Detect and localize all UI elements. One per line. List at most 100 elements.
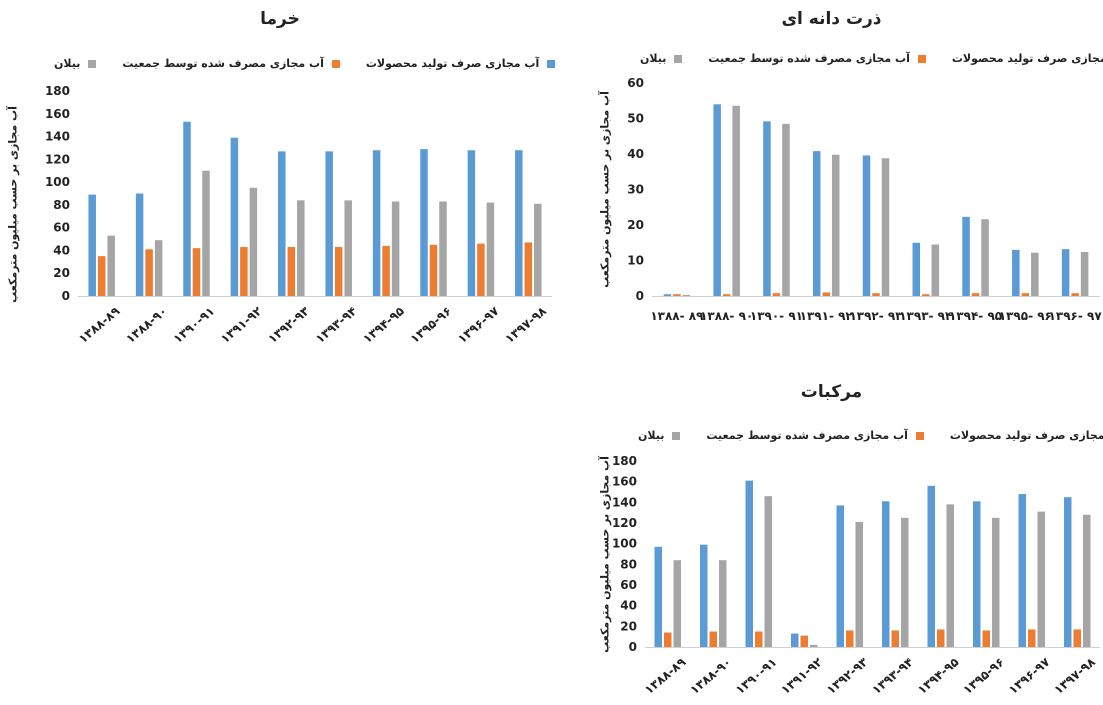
x-tick-label: ۱۳۹۷-۹۸: [502, 303, 549, 346]
y-tick-label: 0: [62, 289, 70, 303]
y-tick-label: 160: [45, 107, 70, 121]
legend-label: آب مجازی صرف تولید محصولات: [365, 57, 540, 70]
bar: [722, 294, 731, 296]
bar: [240, 247, 248, 296]
x-tick-label: ۱۳۸۸- ۸۹: [650, 309, 704, 323]
bar: [1064, 497, 1072, 647]
bar: [534, 203, 542, 296]
bar: [278, 151, 286, 296]
bar: [334, 247, 343, 296]
bar: [467, 150, 476, 296]
y-tick-label: 180: [612, 454, 637, 468]
x-tick-label: ۱۳۹۵-۹۶: [960, 655, 1006, 697]
bar: [791, 633, 799, 647]
y-tick-label: 60: [53, 221, 70, 235]
bar: [372, 150, 381, 296]
bar: [700, 544, 708, 647]
y-tick-label: 120: [45, 152, 70, 166]
y-tick-label: 0: [629, 640, 637, 654]
bar: [846, 630, 854, 647]
legend-swatch: [674, 54, 683, 63]
y-tick-label: 10: [627, 254, 644, 268]
bar: [664, 632, 672, 647]
bar: [673, 294, 681, 296]
bar: [429, 244, 438, 296]
legend-label: آب مجازی صرف تولید محصولات: [951, 52, 1103, 65]
x-tick-label: ۱۳۹۲- ۹۳: [849, 309, 903, 323]
bar: [855, 521, 863, 647]
bar: [831, 154, 840, 296]
legend-item: آب مجازی صرف تولید محصولات: [950, 429, 1103, 442]
chart-corn: ذرت دانه ای آب مجازی صرف تولید محصولات آ…: [560, 0, 1103, 340]
bar: [673, 560, 681, 647]
bar: [927, 485, 935, 647]
y-tick-label: 140: [612, 495, 637, 509]
bar: [812, 151, 821, 296]
x-tick-label: ۱۳۹۴-۹۵: [360, 304, 406, 346]
bar: [325, 151, 333, 296]
bar: [1080, 251, 1089, 296]
y-tick-label: 20: [627, 218, 644, 232]
legend-label: آب مجازی مصرف شده توسط جمعیت: [706, 429, 908, 442]
y-tick-label: 40: [620, 599, 637, 613]
bar: [135, 193, 144, 296]
x-tick-label: ۱۳۸۸-۹۰: [687, 655, 733, 697]
legend-swatch: [917, 54, 926, 63]
bar: [755, 631, 763, 647]
bar: [1037, 511, 1045, 647]
bar: [287, 247, 296, 296]
bar: [862, 155, 871, 296]
bar: [881, 158, 890, 296]
bar: [922, 294, 930, 296]
bar: [836, 505, 844, 647]
bar: [1018, 494, 1026, 647]
bar: [973, 501, 981, 647]
x-tick-label: ۱۳۹۰-۹۱: [733, 655, 779, 697]
bar: [249, 187, 258, 296]
y-tick-label: 100: [612, 537, 637, 551]
bar: [1083, 514, 1091, 647]
bar: [962, 216, 970, 296]
legend-item: آب مجازی مصرف شده توسط جمعیت: [706, 429, 924, 442]
x-tick-label: ۱۳۹۵- ۹۶: [999, 309, 1052, 323]
y-tick-label: 120: [612, 516, 637, 530]
y-tick-label: 180: [45, 84, 70, 98]
bar: [1073, 629, 1081, 647]
legend-item: آب مجازی صرف تولید محصولات: [365, 57, 556, 70]
y-tick-label: 60: [620, 578, 637, 592]
bar: [992, 517, 1000, 647]
bar: [391, 201, 400, 296]
chart-legend: آب مجازی صرف تولید محصولات آب مجازی مصرف…: [640, 52, 1103, 65]
x-tick-label: ۱۳۹۶-۹۷: [1006, 654, 1053, 697]
bar: [971, 293, 980, 296]
x-tick-label: ۱۳۹۶- ۹۷: [1049, 309, 1103, 323]
bar: [663, 294, 672, 296]
bar: [800, 635, 808, 647]
bar: [344, 200, 352, 296]
legend-swatch: [331, 59, 340, 68]
legend-item: بیلان: [640, 52, 683, 65]
bar: [810, 644, 818, 647]
bar: [732, 105, 740, 296]
x-tick-label: ۱۳۹۳-۹۴: [869, 655, 915, 697]
legend-item: آب مجازی مصرف شده توسط جمعیت: [708, 52, 926, 65]
bar: [486, 202, 495, 296]
legend-item: بیلان: [638, 429, 681, 442]
legend-swatch: [88, 59, 97, 68]
x-tick-label: ۱۳۹۷-۹۸: [1051, 654, 1098, 697]
bar: [882, 501, 890, 647]
bar: [192, 248, 201, 296]
x-tick-label: ۱۳۹۱-۹۲: [218, 303, 265, 346]
chart-title: ذرت دانه ای: [781, 9, 882, 29]
bar: [822, 292, 830, 296]
y-tick-label: 140: [45, 130, 70, 144]
y-tick-label: 20: [620, 619, 637, 633]
legend-label: بیلان: [54, 57, 81, 70]
bar: [183, 121, 191, 296]
bar: [420, 149, 428, 296]
legend-item: آب مجازی مصرف شده توسط جمعیت: [122, 57, 340, 70]
bar: [763, 121, 771, 296]
x-tick-label: ۱۳۹۲-۹۳: [824, 654, 871, 697]
bar: [202, 170, 210, 296]
legend-swatch: [915, 431, 924, 440]
